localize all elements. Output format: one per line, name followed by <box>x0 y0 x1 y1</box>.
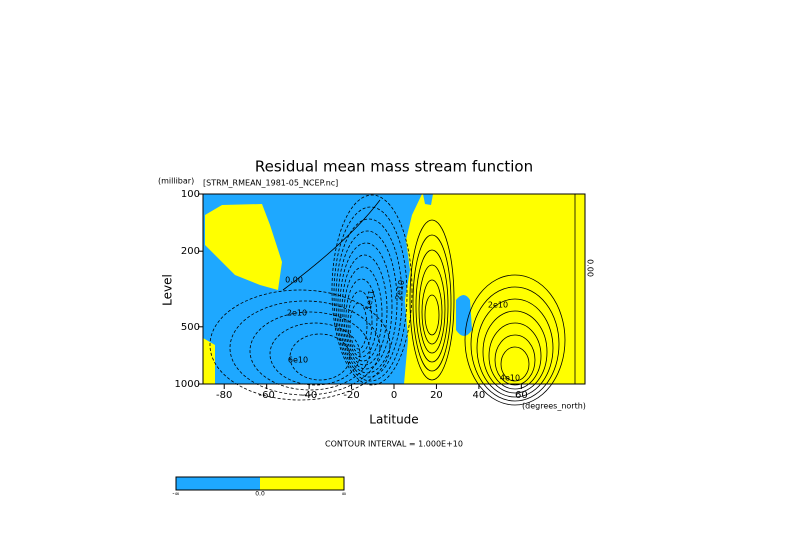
plot-area: 0.00 2e10 6e10 1e11 2e10 2e10 4e10 0.00 <box>202 193 595 406</box>
positive-fill <box>205 204 282 290</box>
contour-line <box>412 234 452 372</box>
contour-note: CONTOUR INTERVAL = 1.000E+10 <box>325 440 463 449</box>
x-tick-label: 60 <box>515 390 528 401</box>
colorbar-label: -∞ <box>172 491 179 498</box>
x-tick-label: 20 <box>430 390 443 401</box>
y-unit: (millibar) <box>158 177 194 186</box>
contour-label: 2e10 <box>394 279 406 300</box>
x-tick-label: -80 <box>216 390 232 401</box>
contour-label: 6e10 <box>288 356 308 365</box>
contour-line <box>282 199 381 291</box>
negative-fill <box>456 295 472 336</box>
colorbar-swatch <box>260 477 344 490</box>
contour-line <box>415 249 449 363</box>
contour-line <box>464 274 566 406</box>
y-tick-label: 200 <box>181 246 200 257</box>
contour-line <box>421 279 443 345</box>
x-tick-label: 40 <box>473 390 486 401</box>
colorbar-swatch <box>176 477 260 490</box>
negative-fill <box>423 194 433 205</box>
colorbar-label: ∞ <box>342 491 347 498</box>
contour-line <box>209 289 391 401</box>
colorbar-frame <box>175 476 345 491</box>
contour-line <box>418 264 446 354</box>
contour-line <box>488 322 542 390</box>
contour-line <box>482 310 548 394</box>
contour-line <box>345 278 378 358</box>
contour-line <box>347 290 373 354</box>
x-unit: (degrees_north) <box>522 402 586 411</box>
y-tick-label: 100 <box>181 189 200 200</box>
contour-line <box>335 218 403 378</box>
contour-line <box>337 230 398 374</box>
contour-label: 4e10 <box>500 374 520 383</box>
contour-line <box>494 334 536 386</box>
contour-label: 2e10 <box>287 309 307 318</box>
contour-line <box>424 294 440 336</box>
contour-label: 2e10 <box>488 301 508 310</box>
contour-line <box>289 333 351 381</box>
y-label: Level <box>161 274 175 306</box>
contour-line <box>249 311 371 391</box>
contour-label: 0.00 <box>586 259 595 277</box>
contour-line <box>470 286 560 402</box>
x-tick-label: -40 <box>301 390 317 401</box>
contour-line <box>476 298 554 398</box>
contour-line <box>339 242 393 370</box>
y-tick-label: 500 <box>181 322 200 333</box>
x-tick-label: -20 <box>343 390 359 401</box>
colorbar-label: 0.0 <box>255 491 265 498</box>
contour-line <box>409 219 455 381</box>
contour-line <box>269 322 361 386</box>
x-tick-label: 0 <box>391 390 397 401</box>
contour-line <box>341 254 388 366</box>
subtitle: [STRM_RMEAN_1981-05_NCEP.nc] <box>203 179 338 188</box>
contour-label: 0.00 <box>285 276 303 285</box>
x-label: Latitude <box>369 413 418 427</box>
chart-title: Residual mean mass stream function <box>255 158 533 176</box>
contour-line <box>229 300 381 396</box>
contour-line <box>343 266 383 362</box>
contour-line <box>331 194 413 386</box>
x-tick-label: -60 <box>258 390 274 401</box>
y-tick-label: 1000 <box>175 379 200 390</box>
contour-line <box>500 346 530 382</box>
contour-label: 1e11 <box>364 289 376 310</box>
